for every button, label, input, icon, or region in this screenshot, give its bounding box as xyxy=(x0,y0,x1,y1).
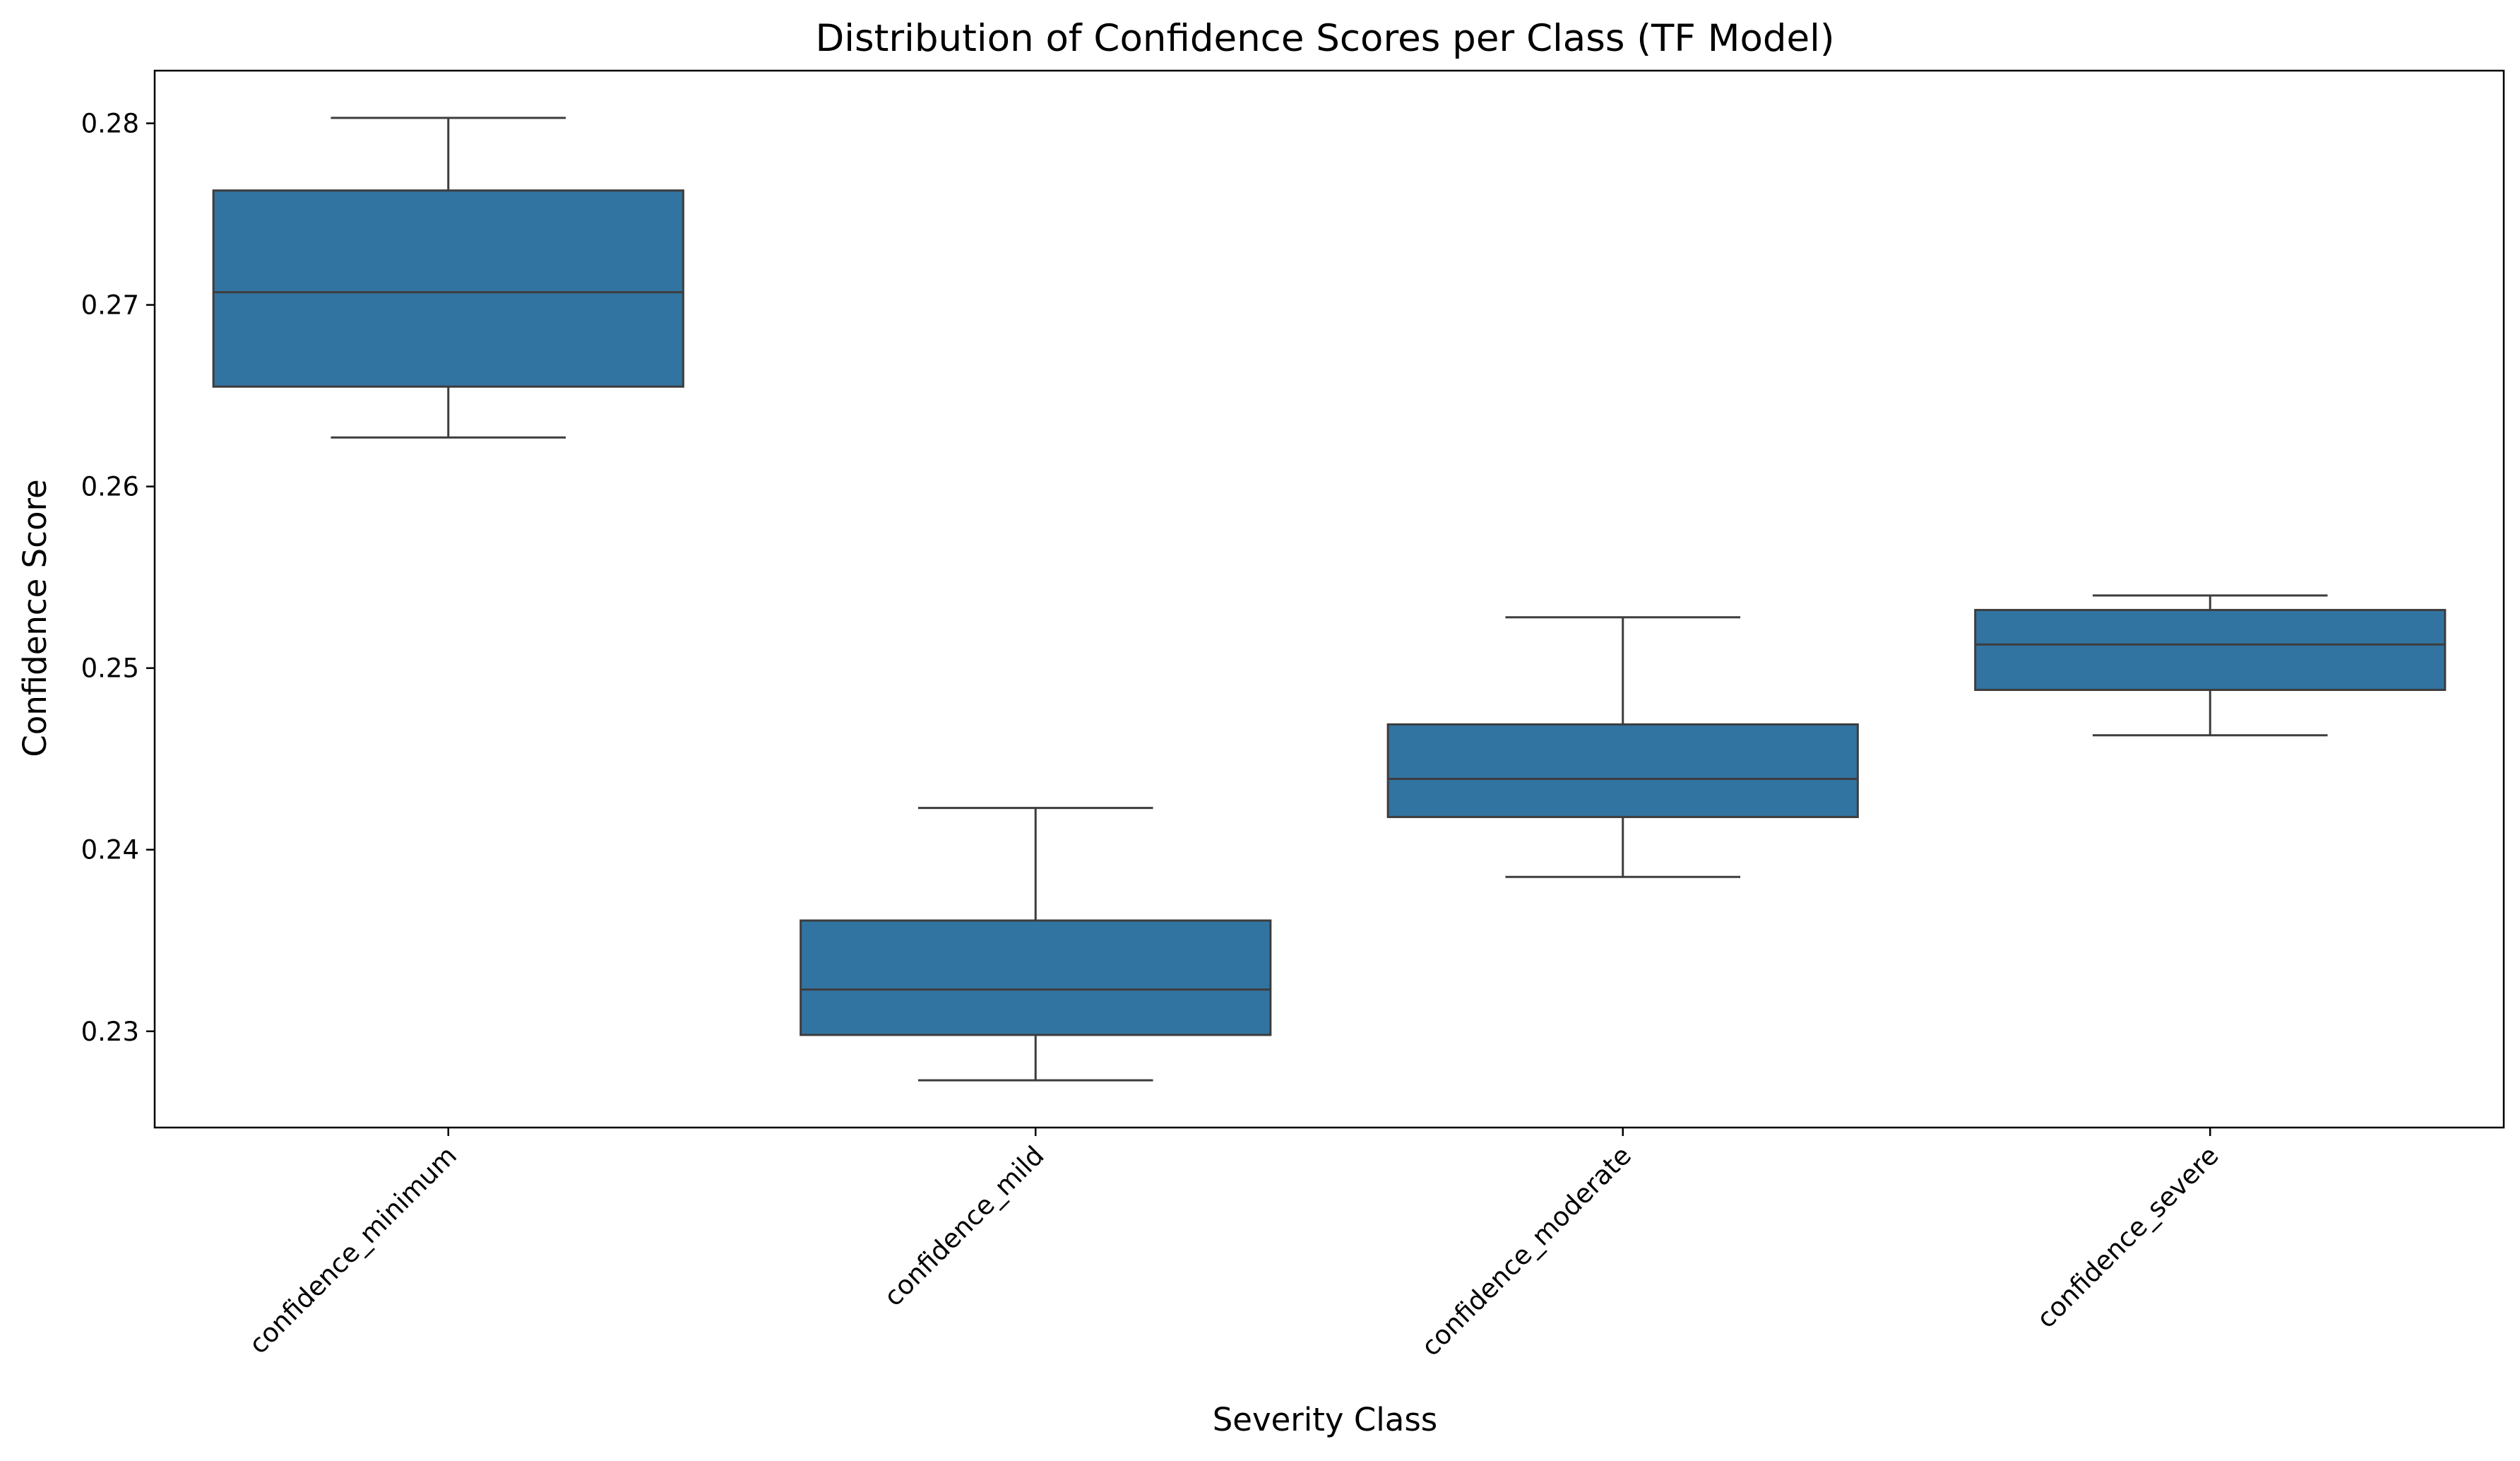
iqr-box xyxy=(800,919,1272,1036)
iqr-box xyxy=(1386,723,1859,818)
chart-title: Distribution of Confidence Scores per Cl… xyxy=(815,17,1834,60)
y-axis: 0.23 0.24 0.25 0.26 0.27 0.28 xyxy=(81,109,155,1047)
y-tick-label: 0.28 xyxy=(81,109,139,139)
plot-area xyxy=(212,117,2447,1082)
iqr-box xyxy=(1974,608,2447,692)
y-tick-label: 0.23 xyxy=(81,1017,139,1047)
y-tick-label: 0.26 xyxy=(81,472,139,502)
box-confidence_mild xyxy=(800,807,1272,1082)
y-tick-label: 0.25 xyxy=(81,653,139,684)
box-confidence_severe xyxy=(1974,594,2447,737)
y-tick-label: 0.24 xyxy=(81,835,139,865)
iqr-box xyxy=(212,189,684,388)
box-confidence_minimum xyxy=(212,117,684,439)
axes-frame xyxy=(153,69,2505,1129)
y-tick-label: 0.27 xyxy=(81,290,139,321)
y-axis-label: Confidence Score xyxy=(16,479,54,757)
box-confidence_moderate xyxy=(1386,616,1859,878)
x-axis-label: Severity Class xyxy=(1213,1401,1438,1438)
